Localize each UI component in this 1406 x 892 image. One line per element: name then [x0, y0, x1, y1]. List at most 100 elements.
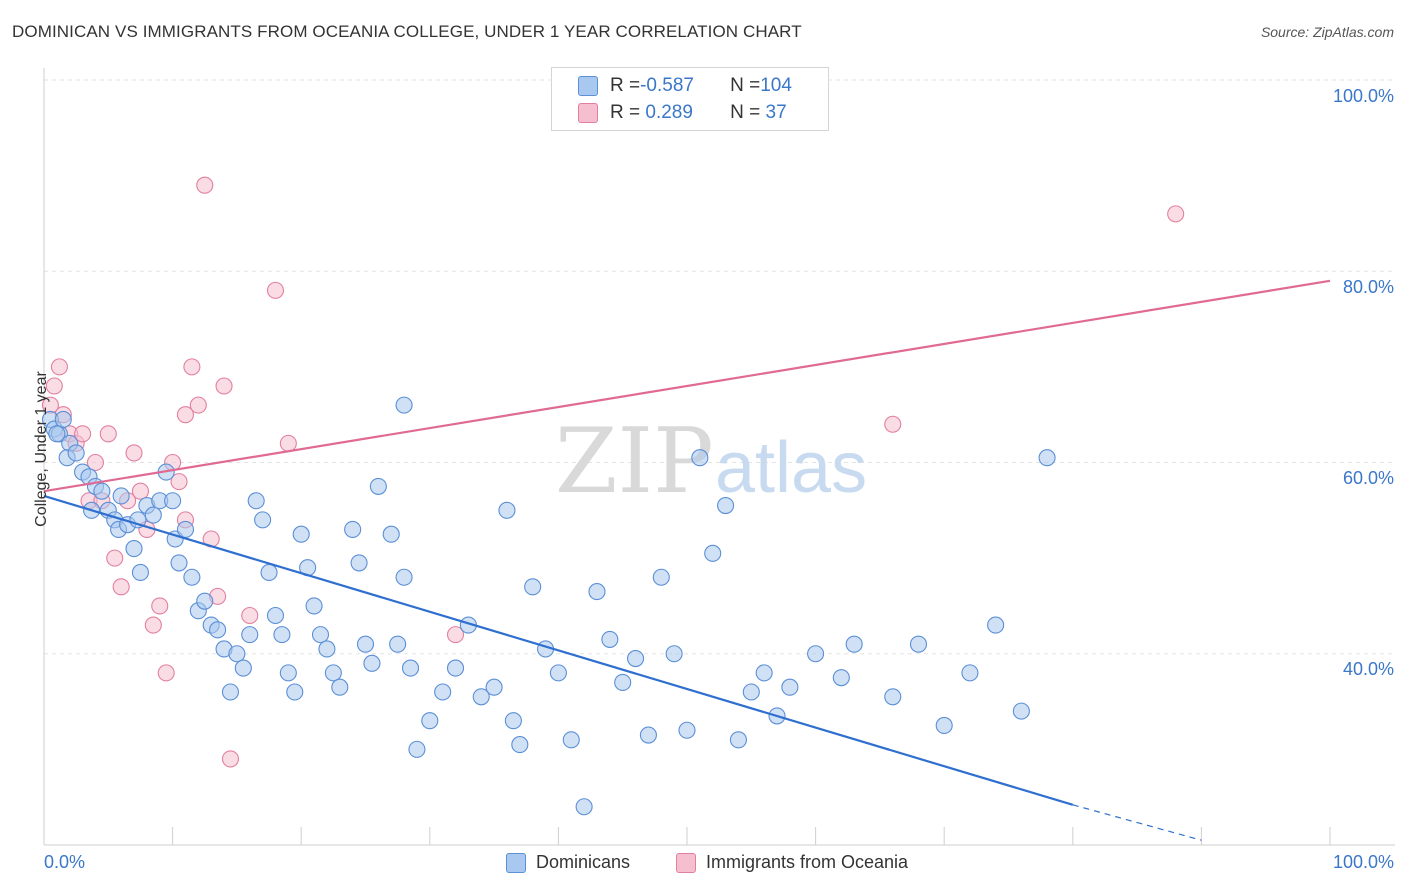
data-point — [961, 664, 979, 682]
data-point — [279, 664, 297, 682]
data-point — [254, 511, 272, 529]
legend-r-label: R = — [610, 75, 641, 96]
data-point — [588, 583, 606, 601]
data-point — [614, 673, 632, 691]
data-point — [266, 281, 285, 299]
data-point — [45, 377, 63, 395]
bottom-legend-oceania: Immigrants from Oceania — [676, 852, 908, 873]
watermark: ZIP atlas — [555, 409, 867, 514]
data-point — [196, 176, 214, 194]
data-point — [1167, 205, 1185, 223]
data-point — [408, 740, 426, 758]
y-tick-label-60: 60.0% — [1342, 468, 1394, 488]
data-point — [446, 626, 465, 644]
data-point — [742, 683, 760, 701]
data-point — [382, 525, 400, 543]
data-point — [266, 606, 285, 625]
data-point — [324, 664, 342, 682]
legend-n-value: 104 — [760, 75, 792, 96]
data-point — [279, 434, 297, 452]
trend-lines — [43, 279, 1331, 841]
legend-r-value: -0.587 — [640, 75, 694, 96]
data-point — [935, 716, 953, 735]
data-point — [67, 444, 85, 462]
data-point — [273, 626, 291, 644]
data-point — [1038, 449, 1056, 467]
data-point — [170, 473, 188, 491]
data-point — [247, 492, 265, 510]
data-point — [369, 477, 387, 495]
data-point — [170, 554, 188, 572]
grid — [44, 79, 1395, 655]
data-point — [54, 410, 72, 429]
watermark-zip: ZIP — [555, 409, 714, 514]
data-point — [189, 396, 207, 414]
data-point — [504, 712, 522, 730]
data-point — [93, 482, 111, 500]
data-point — [228, 645, 246, 663]
data-point — [209, 621, 227, 639]
data-point — [755, 664, 773, 682]
data-point — [511, 736, 529, 754]
y-tick-label-80: 80.0% — [1342, 277, 1394, 297]
data-point — [311, 626, 330, 644]
data-point — [395, 568, 413, 586]
data-point — [112, 578, 130, 596]
data-point — [176, 520, 195, 538]
data-point — [331, 678, 349, 696]
data-point — [781, 678, 799, 696]
data-point — [678, 721, 696, 739]
legend-swatch-blue — [578, 76, 598, 96]
axes — [43, 68, 1395, 846]
chart-source: Source: ZipAtlas.com — [1260, 24, 1394, 40]
data-point — [131, 563, 149, 582]
data-point — [344, 520, 362, 538]
data-point — [183, 568, 201, 586]
y-tick-label-40: 40.0% — [1342, 659, 1394, 679]
legend-swatch-pink — [676, 852, 696, 873]
y-tick-label-100: 100.0% — [1332, 86, 1394, 106]
legend-swatch-blue — [506, 852, 526, 873]
legend-n-label: N = — [730, 75, 761, 96]
chart-title: DOMINICAN VS IMMIGRANTS FROM OCEANIA COL… — [12, 22, 802, 41]
data-point — [176, 406, 195, 424]
data-point — [562, 731, 580, 749]
data-point — [215, 377, 233, 395]
data-point — [196, 592, 214, 610]
data-point — [472, 688, 490, 706]
data-point — [434, 683, 452, 701]
data-point — [845, 635, 863, 653]
data-point — [106, 549, 124, 567]
data-point — [987, 616, 1005, 634]
bottom-legend-dominicans: Dominicans — [506, 852, 630, 873]
data-point — [164, 492, 182, 510]
data-point — [50, 358, 68, 376]
data-point — [350, 554, 368, 572]
data-point — [183, 358, 201, 376]
data-point — [99, 425, 117, 443]
data-point — [125, 444, 143, 462]
data-point — [234, 659, 252, 677]
data-point — [401, 659, 420, 677]
data-point — [665, 645, 683, 663]
data-point — [241, 626, 259, 644]
data-point — [221, 683, 240, 701]
watermark-atlas: atlas — [715, 428, 867, 508]
data-point — [421, 712, 439, 730]
data-point — [389, 635, 407, 653]
x-tick-label-min: 0.0% — [44, 852, 86, 872]
data-point — [446, 659, 465, 677]
data-point — [363, 654, 381, 672]
data-point — [131, 482, 149, 500]
data-point — [144, 616, 162, 634]
data-point — [86, 453, 104, 472]
data-point — [498, 501, 516, 519]
data-point — [1012, 702, 1030, 720]
data-point — [74, 425, 92, 443]
data-point — [807, 645, 825, 663]
data-point — [704, 544, 722, 562]
data-point — [221, 750, 240, 768]
trend-line-oceania — [43, 279, 1331, 493]
data-point — [260, 563, 278, 582]
data-point — [627, 649, 645, 668]
